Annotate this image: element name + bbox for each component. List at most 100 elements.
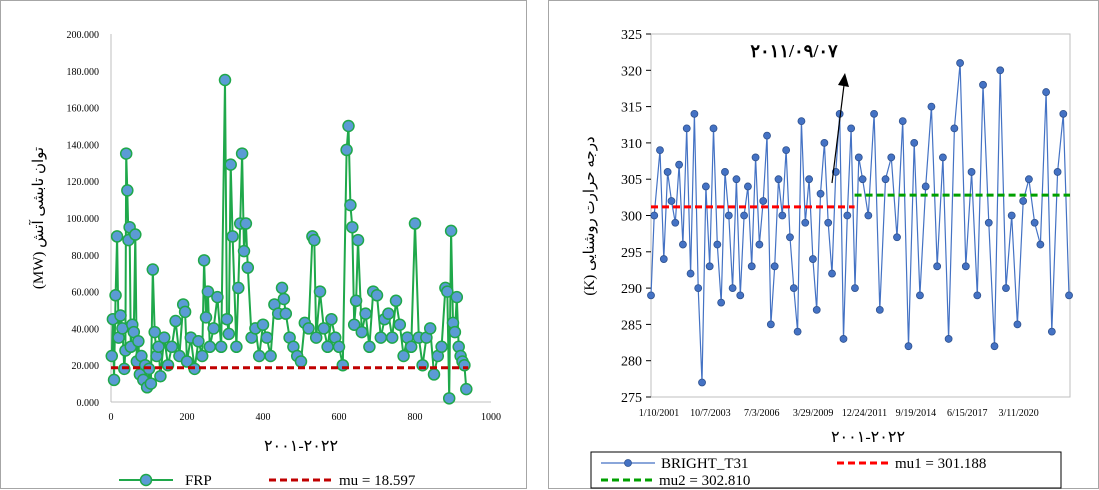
data-point	[950, 124, 959, 133]
data-point	[363, 340, 376, 354]
data-point	[904, 342, 913, 351]
legend-label-mu1: mu1 = 301.188	[895, 456, 986, 472]
frp-chart: 0.000 20.000 40.000 60.000 80.000 100.000 120.…	[29, 30, 501, 489]
x-tick-label: 3/11/2020	[999, 408, 1039, 419]
data-point	[105, 349, 119, 363]
data-point	[308, 233, 321, 247]
data-point	[344, 198, 357, 212]
data-point	[157, 331, 171, 344]
data-point	[705, 262, 714, 271]
y-axis-title: توان تابشی آتش (MW)	[29, 147, 47, 289]
y-tick-label: 120.000	[67, 177, 100, 188]
data-point	[763, 131, 771, 140]
x-tick-label: 9/19/2014	[896, 408, 937, 419]
data-point	[1007, 211, 1016, 220]
x-tick-label: 7/3/2006	[744, 408, 780, 419]
data-point	[789, 284, 798, 293]
data-point	[854, 153, 863, 162]
data-point	[839, 335, 848, 343]
data-point	[192, 335, 205, 348]
data-point	[944, 335, 953, 343]
data-point	[110, 230, 124, 243]
data-point	[927, 102, 936, 111]
data-point	[805, 175, 813, 184]
y-tick-label: 200.000	[67, 30, 100, 41]
x-tick-label: 12/24/2011	[842, 408, 887, 419]
data-point	[152, 340, 165, 354]
data-point	[349, 294, 363, 308]
data-point	[342, 119, 355, 133]
data-point	[1019, 197, 1028, 205]
data-point	[1047, 327, 1056, 336]
data-point	[709, 124, 718, 133]
data-point	[686, 269, 695, 278]
data-point	[717, 298, 726, 307]
legend-box	[590, 451, 1062, 489]
data-point	[347, 318, 361, 331]
data-point	[1042, 88, 1051, 96]
data-point	[1053, 168, 1062, 176]
y-tick-label: 325	[621, 28, 642, 43]
x-tick-label: 600	[332, 412, 347, 423]
data-point	[828, 269, 836, 278]
data-point	[441, 285, 454, 298]
data-point	[755, 240, 764, 249]
y-tick-label: 300	[621, 210, 642, 225]
y-axis-title: درجه حرارت روشنایی (K)	[582, 136, 598, 295]
data-point	[294, 355, 308, 368]
data-point	[195, 349, 209, 363]
data-point	[675, 160, 683, 169]
data-point	[1030, 218, 1039, 227]
data-point	[647, 291, 655, 300]
data-point	[782, 146, 791, 155]
annotation-date: ۲۰۱۱/۰۹/۰۷	[750, 41, 838, 61]
data-point	[199, 311, 213, 324]
data-point	[241, 261, 255, 274]
data-point	[264, 349, 277, 363]
data-point	[1036, 240, 1045, 249]
legend-label-mu: mu = 18.597	[339, 473, 416, 489]
data-point	[690, 109, 699, 118]
y-tick-label: 180.000	[67, 67, 100, 78]
y-tick-label: 280	[621, 355, 642, 370]
data-point	[165, 340, 179, 354]
data-point	[961, 262, 970, 271]
data-point	[973, 291, 982, 300]
y-tick-label: 160.000	[67, 104, 100, 115]
data-point	[435, 340, 448, 354]
data-point	[201, 285, 215, 298]
data-point	[1013, 320, 1022, 329]
x-tick-label: 200	[180, 412, 195, 423]
annotation-arrow-line	[831, 84, 845, 184]
data-point	[393, 318, 407, 331]
data-point	[809, 255, 817, 263]
data-point	[747, 262, 756, 271]
data-point	[132, 335, 145, 348]
data-point	[851, 284, 859, 293]
brightness-chart-panel: 275 280 285 290 295 300 305 310 315 320 325 1/10/20…	[548, 0, 1099, 489]
data-point	[359, 307, 372, 320]
y-tick-label: 60.000	[72, 288, 100, 299]
x-tick-label: 1/10/2001	[639, 408, 680, 419]
data-point	[721, 168, 729, 176]
data-point	[659, 255, 668, 263]
legend-label-mu2: mu2 = 302.810	[659, 473, 750, 489]
data-point	[423, 322, 437, 335]
data-point	[277, 292, 291, 306]
data-point	[996, 66, 1005, 75]
data-point	[114, 309, 127, 322]
data-point	[887, 153, 896, 162]
data-point	[404, 340, 418, 354]
data-point	[146, 263, 160, 276]
data-point	[801, 218, 810, 227]
data-point	[778, 211, 787, 220]
y-tick-label: 315	[621, 101, 642, 116]
data-point	[309, 331, 323, 344]
data-point	[370, 289, 384, 302]
legend-label-frp: FRP	[185, 473, 212, 489]
y-tick-label: 0.000	[77, 398, 100, 409]
series-line-bright-t31	[650, 62, 1070, 383]
data-point	[235, 147, 249, 160]
plot-area-border	[650, 33, 1071, 398]
data-point	[990, 342, 999, 351]
